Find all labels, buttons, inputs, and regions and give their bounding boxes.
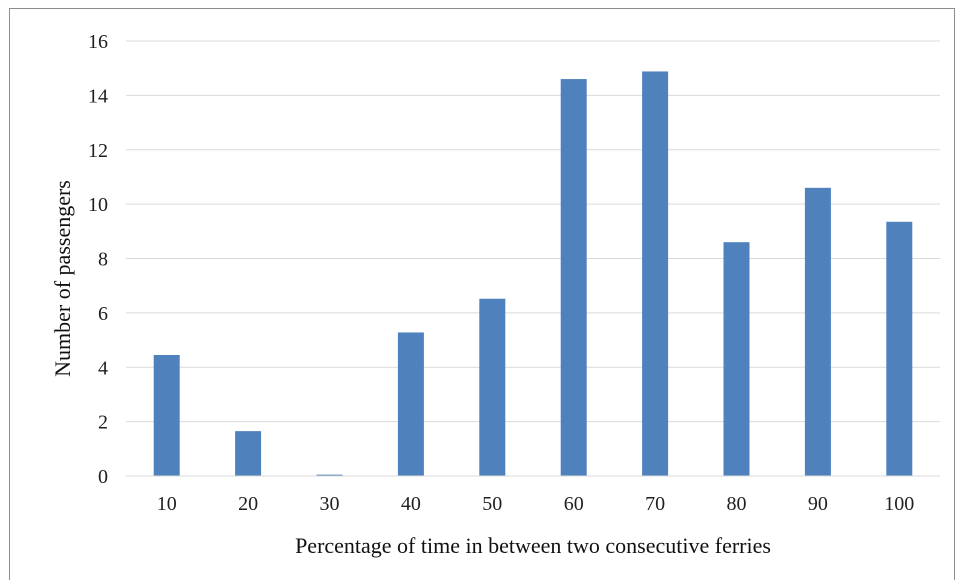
x-tick-label: 50 — [482, 493, 502, 515]
x-tick-label: 90 — [808, 493, 828, 515]
chart-frame — [9, 8, 955, 580]
bar-10 — [153, 355, 180, 476]
bar-80 — [723, 242, 750, 476]
y-tick-label: 10 — [88, 194, 108, 216]
x-tick-label: 70 — [645, 493, 665, 515]
y-tick-label: 2 — [98, 412, 108, 434]
x-tick-label: 20 — [238, 493, 258, 515]
y-tick-label: 0 — [98, 466, 108, 488]
bar-20 — [235, 431, 262, 476]
bars — [153, 71, 913, 476]
bar-60 — [560, 79, 587, 476]
x-axis-title: Percentage of time in between two consec… — [295, 533, 771, 558]
bar-50 — [479, 298, 506, 476]
y-tick-labels: 0 2 4 6 8 10 12 14 16 — [88, 31, 108, 488]
bar-40 — [397, 332, 424, 476]
bar-30 — [316, 474, 343, 476]
x-tick-label: 100 — [884, 493, 914, 515]
x-tick-label: 10 — [157, 493, 177, 515]
gridlines — [126, 40, 940, 423]
x-tick-label: 30 — [320, 493, 340, 515]
y-tick-label: 4 — [98, 357, 108, 379]
x-tick-label: 40 — [401, 493, 421, 515]
y-tick-label: 14 — [88, 85, 108, 107]
y-tick-label: 8 — [98, 249, 108, 271]
y-axis-title: Number of passengers — [50, 180, 75, 377]
bar-90 — [804, 187, 831, 476]
x-tick-labels: 10 20 30 40 50 60 70 80 90 100 — [157, 493, 915, 515]
x-tick-label: 80 — [727, 493, 747, 515]
bar-100 — [886, 221, 913, 476]
y-tick-label: 12 — [88, 140, 108, 162]
bar-70 — [642, 71, 669, 476]
y-tick-label: 16 — [88, 31, 108, 53]
y-tick-label: 6 — [98, 303, 108, 325]
x-tick-label: 60 — [564, 493, 584, 515]
